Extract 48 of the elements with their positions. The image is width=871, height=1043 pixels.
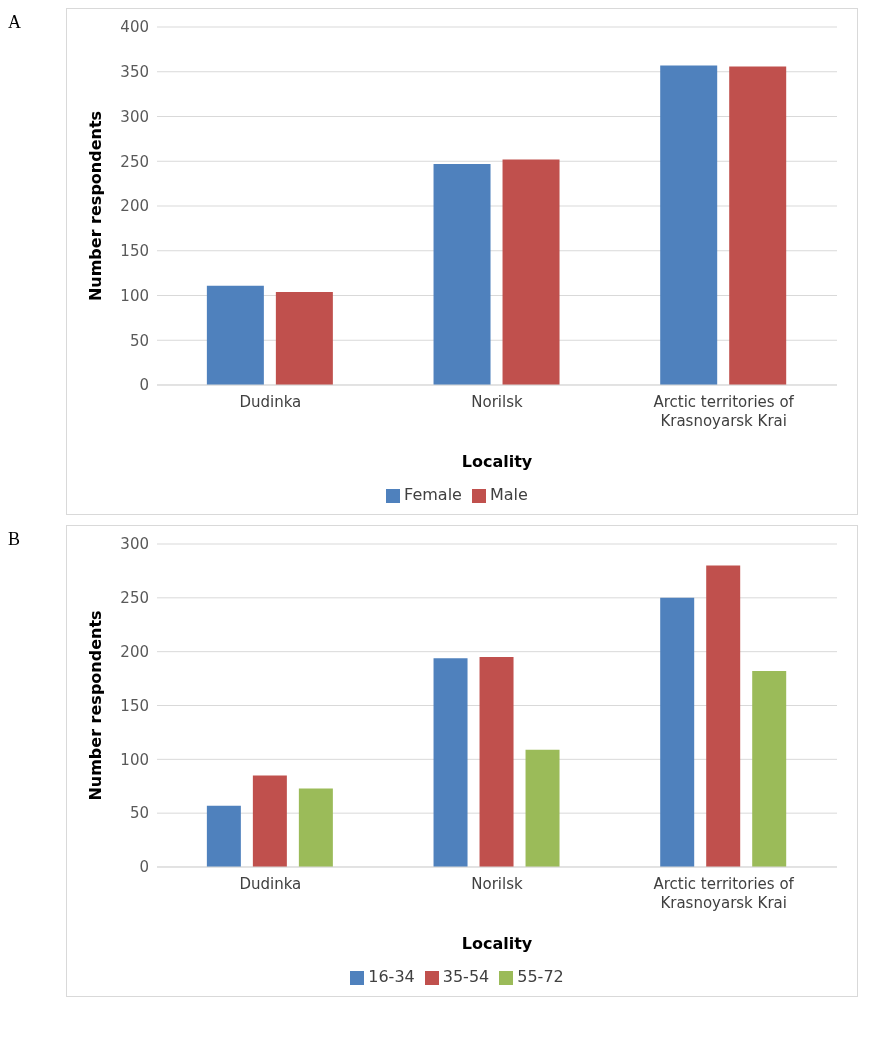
y-tick-label: 250	[120, 152, 149, 171]
bar	[729, 66, 787, 385]
bar	[206, 285, 264, 385]
y-tick-label: 250	[120, 589, 149, 608]
y-tick-label: 150	[120, 696, 149, 715]
y-tick-label: 100	[120, 286, 149, 305]
x-axis-title: Locality	[461, 934, 533, 953]
bar	[433, 163, 491, 385]
y-tick-label: 300	[120, 535, 149, 554]
x-tick-label: Norilsk	[471, 393, 524, 411]
bar	[275, 291, 333, 385]
bar	[525, 749, 560, 867]
x-tick-label: Arctic territories of Krasnoyarsk Krai	[653, 875, 795, 912]
bar	[706, 565, 741, 867]
chart-title: A	[8, 11, 22, 33]
x-tick-label: Norilsk	[471, 875, 524, 893]
chart-title: B	[8, 528, 21, 550]
y-tick-label: 150	[120, 242, 149, 261]
bar	[752, 671, 787, 867]
bar	[206, 805, 241, 867]
y-tick-label: 0	[139, 376, 149, 395]
y-tick-label: 200	[120, 197, 149, 216]
y-axis-title: Number respondents	[85, 610, 105, 801]
y-tick-label: 300	[120, 107, 149, 126]
x-tick-label: Dudinka	[239, 875, 302, 893]
bar	[433, 658, 468, 867]
bar	[298, 788, 333, 867]
bar	[502, 159, 560, 385]
legend-label: Female	[404, 485, 462, 504]
legend-label: 55-72	[517, 967, 564, 986]
y-tick-label: 0	[139, 858, 149, 877]
x-tick-label: Arctic territories of Krasnoyarsk Krai	[653, 393, 795, 430]
legend-label: 16-34	[368, 967, 415, 986]
x-axis-title: Locality	[461, 452, 533, 471]
y-tick-label: 100	[120, 750, 149, 769]
legend-label: 35-54	[442, 967, 490, 986]
y-tick-label: 200	[120, 642, 149, 661]
bar	[660, 65, 718, 385]
y-tick-label: 50	[129, 331, 149, 350]
bar	[660, 597, 695, 867]
legend-label: Male	[489, 485, 528, 504]
bar	[252, 775, 287, 867]
y-tick-label: 350	[120, 63, 149, 82]
bar	[479, 657, 514, 867]
y-tick-label: 400	[120, 18, 149, 37]
y-axis-title: Number respondents	[85, 110, 105, 302]
y-tick-label: 50	[129, 804, 149, 823]
x-tick-label: Dudinka	[239, 393, 302, 411]
